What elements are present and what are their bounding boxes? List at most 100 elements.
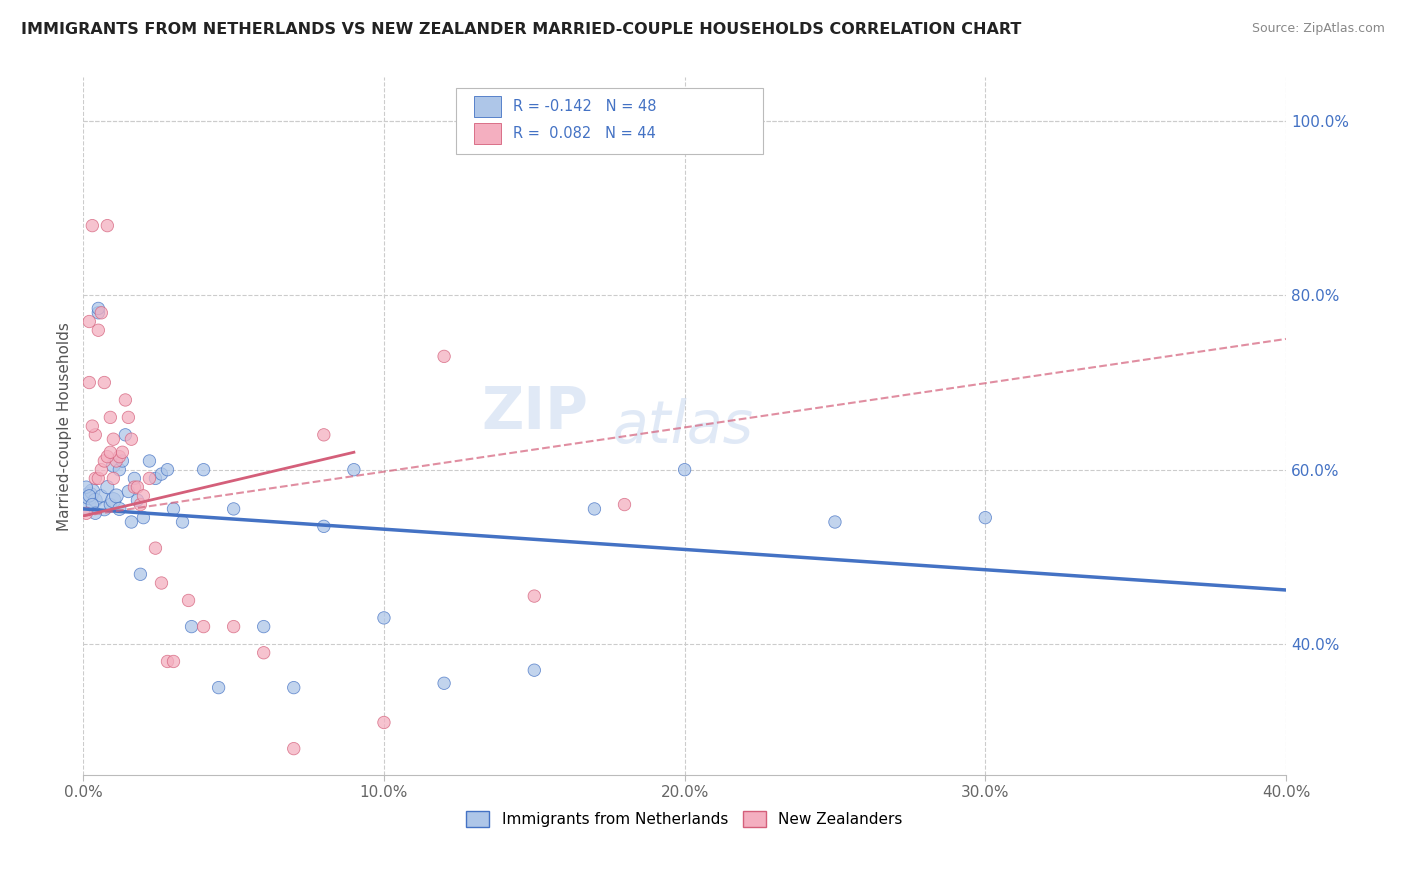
Point	[150, 576, 173, 591]
Point	[98, 410, 121, 425]
Point	[124, 480, 146, 494]
Point	[120, 432, 142, 446]
Point	[103, 493, 125, 508]
Point	[974, 510, 997, 524]
Point	[79, 489, 101, 503]
Point	[207, 681, 229, 695]
Point	[156, 655, 179, 669]
Point	[129, 498, 152, 512]
Point	[111, 445, 134, 459]
Point	[90, 463, 112, 477]
Point	[90, 306, 112, 320]
Point	[523, 663, 546, 677]
Point	[124, 471, 146, 485]
Point	[105, 454, 128, 468]
Point	[373, 715, 395, 730]
Point	[433, 350, 456, 364]
Point	[253, 646, 276, 660]
Point	[84, 427, 107, 442]
Point	[96, 480, 118, 494]
Point	[103, 471, 125, 485]
Point	[613, 498, 636, 512]
Point	[82, 219, 104, 233]
Point	[105, 489, 128, 503]
Point	[283, 741, 305, 756]
Point	[132, 489, 155, 503]
Point	[75, 498, 97, 512]
Point	[108, 502, 131, 516]
Point	[114, 392, 136, 407]
Point	[283, 681, 305, 695]
Point	[373, 611, 395, 625]
Point	[75, 480, 97, 494]
Point	[222, 619, 245, 633]
Point	[150, 467, 173, 481]
Point	[98, 445, 121, 459]
Point	[138, 454, 160, 468]
Text: R =  0.082   N = 44: R = 0.082 N = 44	[513, 126, 655, 141]
Point	[93, 376, 115, 390]
Point	[75, 506, 97, 520]
Legend: Immigrants from Netherlands, New Zealanders: Immigrants from Netherlands, New Zealand…	[460, 805, 908, 833]
Point	[117, 410, 139, 425]
Point	[111, 454, 134, 468]
Point	[177, 593, 200, 607]
Point	[98, 498, 121, 512]
Point	[103, 458, 125, 473]
Point	[222, 502, 245, 516]
Bar	[474, 96, 501, 117]
Point	[312, 427, 335, 442]
FancyBboxPatch shape	[456, 88, 763, 154]
Point	[84, 471, 107, 485]
Point	[108, 450, 131, 464]
Point	[312, 519, 335, 533]
Point	[824, 515, 846, 529]
Point	[87, 301, 110, 316]
Point	[145, 471, 167, 485]
Point	[172, 515, 194, 529]
Point	[93, 502, 115, 516]
Point	[127, 480, 149, 494]
Point	[84, 506, 107, 520]
Point	[583, 502, 606, 516]
Point	[127, 493, 149, 508]
Point	[84, 493, 107, 508]
Text: ZIP: ZIP	[481, 384, 589, 441]
Y-axis label: Married-couple Households: Married-couple Households	[58, 322, 72, 531]
Point	[117, 484, 139, 499]
Point	[129, 567, 152, 582]
Point	[193, 463, 215, 477]
Point	[87, 306, 110, 320]
Point	[343, 463, 366, 477]
Point	[87, 471, 110, 485]
Point	[132, 510, 155, 524]
Point	[120, 515, 142, 529]
Point	[82, 419, 104, 434]
Bar	[474, 123, 501, 144]
Point	[90, 489, 112, 503]
Point	[82, 498, 104, 512]
Point	[96, 450, 118, 464]
Point	[108, 463, 131, 477]
Point	[103, 432, 125, 446]
Point	[193, 619, 215, 633]
Point	[253, 619, 276, 633]
Point	[156, 463, 179, 477]
Point	[79, 376, 101, 390]
Text: R = -0.142   N = 48: R = -0.142 N = 48	[513, 99, 657, 114]
Point	[523, 589, 546, 603]
Point	[82, 484, 104, 499]
Point	[87, 323, 110, 337]
Point	[162, 502, 184, 516]
Point	[96, 219, 118, 233]
Point	[180, 619, 202, 633]
Point	[79, 314, 101, 328]
Text: atlas: atlas	[613, 398, 754, 455]
Point	[162, 655, 184, 669]
Point	[114, 427, 136, 442]
Point	[145, 541, 167, 556]
Text: IMMIGRANTS FROM NETHERLANDS VS NEW ZEALANDER MARRIED-COUPLE HOUSEHOLDS CORRELATI: IMMIGRANTS FROM NETHERLANDS VS NEW ZEALA…	[21, 22, 1022, 37]
Point	[79, 489, 101, 503]
Text: Source: ZipAtlas.com: Source: ZipAtlas.com	[1251, 22, 1385, 36]
Point	[138, 471, 160, 485]
